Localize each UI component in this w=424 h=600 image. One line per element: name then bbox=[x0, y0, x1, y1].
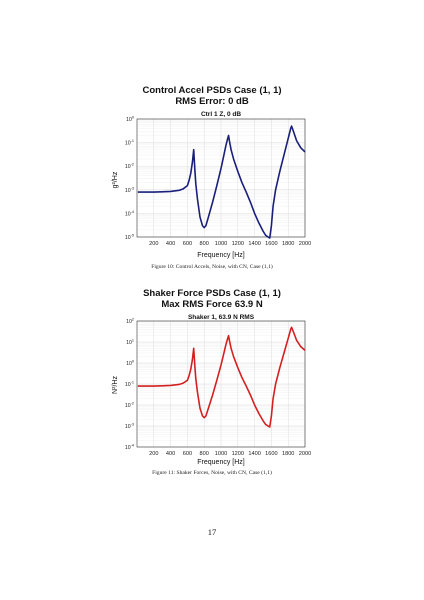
chart-shaker-force: Shaker Force PSDs Case (1, 1) Max RMS Fo… bbox=[112, 288, 311, 466]
x-axis-label: Frequency [Hz] bbox=[197, 459, 245, 466]
y-tick-label: 10-5 bbox=[125, 234, 134, 242]
chart-title-line1: Control Accel PSDs Case (1, 1) bbox=[142, 85, 281, 96]
x-tick-label: 1600 bbox=[265, 451, 277, 457]
y-tick-label: 102 bbox=[126, 318, 134, 326]
x-tick-label: 1600 bbox=[265, 241, 277, 247]
series-line bbox=[137, 125, 306, 239]
panel-title: Shaker 1, 63.9 N RMS bbox=[188, 314, 255, 321]
x-tick-label: 1200 bbox=[232, 241, 244, 247]
y-tick-label: 10-2 bbox=[125, 402, 134, 410]
y-tick-label: 10-3 bbox=[125, 186, 134, 194]
x-axis-label: Frequency [Hz] bbox=[197, 252, 245, 259]
plot-area: 10-4 10-3 10-2 10-1 100 101 102 200 400 600 800 100… bbox=[125, 318, 311, 458]
y-tick-label: 10-2 bbox=[125, 163, 134, 171]
plot-frame bbox=[136, 118, 306, 238]
x-tick-label: 2000 bbox=[299, 451, 311, 457]
chart-title-line1: Shaker Force PSDs Case (1, 1) bbox=[143, 288, 281, 299]
x-tick-label: 1000 bbox=[215, 451, 227, 457]
x-tick-label: 1400 bbox=[248, 451, 260, 457]
x-tick-label: 600 bbox=[183, 241, 192, 247]
chart-title-line2: RMS Error: 0 dB bbox=[175, 96, 249, 107]
x-tick-label: 1800 bbox=[282, 451, 294, 457]
x-tick-label: 200 bbox=[149, 451, 158, 457]
x-tick-label: 600 bbox=[183, 451, 192, 457]
x-tick-label: 400 bbox=[166, 451, 175, 457]
y-tick-label: 10-1 bbox=[125, 381, 134, 389]
y-tick-label: 10-4 bbox=[125, 210, 134, 218]
y-tick-label: 101 bbox=[126, 339, 134, 347]
y-tick-label: 10-3 bbox=[125, 423, 134, 431]
x-tick-label: 2000 bbox=[299, 241, 311, 247]
figure-caption: Figure 10: Control Accels, Noise, with C… bbox=[151, 264, 273, 270]
x-tick-label: 1800 bbox=[282, 241, 294, 247]
figure-caption: Figure 11: Shaker Forces, Noise, with CN… bbox=[152, 470, 272, 476]
y-tick-label: 10-1 bbox=[125, 139, 134, 147]
y-axis-label: g²/Hz bbox=[112, 171, 119, 188]
y-axis-label: N²/Hz bbox=[112, 376, 119, 394]
figure-control-accel: Control Accel PSDs Case (1, 1) RMS Error… bbox=[0, 0, 424, 290]
panel-title: Ctrl 1 Z, 0 dB bbox=[201, 111, 241, 118]
x-tick-label: 800 bbox=[200, 451, 209, 457]
y-tick-label: 100 bbox=[126, 360, 134, 368]
y-tick-label: 100 bbox=[126, 116, 134, 124]
page-number: 17 bbox=[207, 527, 217, 537]
series-line bbox=[137, 326, 306, 428]
chart-control-accel: Control Accel PSDs Case (1, 1) RMS Error… bbox=[112, 85, 311, 259]
x-tick-label: 400 bbox=[166, 241, 175, 247]
y-tick-label: 10-4 bbox=[125, 444, 134, 452]
x-tick-label: 200 bbox=[149, 241, 158, 247]
plot-frame bbox=[136, 320, 306, 448]
x-tick-label: 1200 bbox=[232, 451, 244, 457]
chart-title-line2: Max RMS Force 63.9 N bbox=[161, 299, 263, 310]
x-tick-label: 800 bbox=[200, 241, 209, 247]
plot-area: 10-5 10-4 10-3 10-2 10-1 100 200 400 600 800 1000 1… bbox=[125, 116, 311, 248]
x-tick-label: 1400 bbox=[248, 241, 260, 247]
x-tick-label: 1000 bbox=[215, 241, 227, 247]
